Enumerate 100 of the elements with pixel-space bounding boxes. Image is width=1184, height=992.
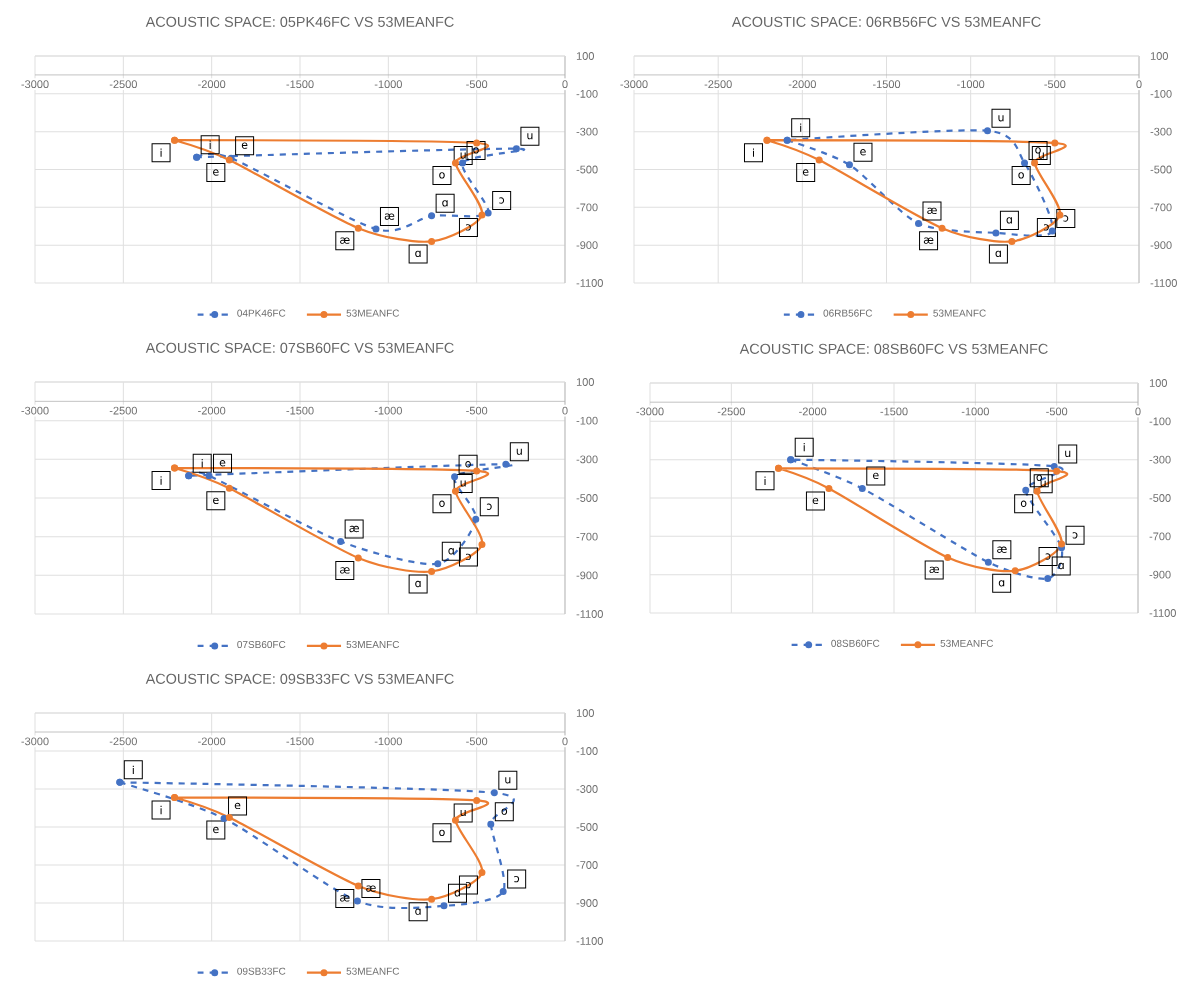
annotation: æ bbox=[340, 237, 350, 244]
y-tick-label: -500 bbox=[576, 165, 598, 174]
legend-label: 04PK46FC bbox=[237, 309, 286, 317]
annotation: e bbox=[802, 169, 809, 176]
annotation: u bbox=[460, 152, 466, 159]
annotation: u bbox=[516, 448, 522, 455]
annotation: o bbox=[1036, 474, 1043, 481]
chart-title: ACOUSTIC SPACE: 06RB56FC VS 53MEANFC bbox=[731, 16, 1041, 27]
x-tick-label: 0 bbox=[1136, 80, 1142, 89]
annotation: o bbox=[439, 500, 445, 507]
y-tick-label: -1100 bbox=[576, 937, 603, 945]
x-tick-label: 0 bbox=[562, 406, 568, 415]
y-tick-label: -700 bbox=[1150, 203, 1172, 212]
y-tick-label: -500 bbox=[1149, 494, 1171, 502]
legend-label: 53MEANFC bbox=[933, 309, 986, 317]
x-tick-label: -2000 bbox=[799, 407, 827, 416]
y-tick-label: -500 bbox=[576, 823, 598, 831]
x-tick-label: -1000 bbox=[961, 407, 989, 416]
x-tick-label: -2000 bbox=[198, 737, 226, 746]
annotation: i bbox=[132, 765, 134, 775]
y-tick-label: -700 bbox=[576, 861, 598, 869]
annotation: i bbox=[160, 148, 162, 157]
y-tick-label: -900 bbox=[576, 241, 598, 250]
annotation: æ bbox=[923, 237, 934, 244]
x-tick-label: -1000 bbox=[374, 406, 402, 415]
x-tick-label: -3000 bbox=[21, 80, 49, 89]
annotation: ɔ bbox=[1063, 215, 1069, 222]
x-tick-label: -500 bbox=[466, 80, 488, 89]
y-tick-label: -700 bbox=[576, 532, 598, 541]
annotation: i bbox=[752, 148, 754, 157]
annotation: o bbox=[1035, 147, 1041, 154]
chart-title: ACOUSTIC SPACE: 05PK46FC VS 53MEANFC bbox=[145, 16, 454, 27]
x-tick-label: -1500 bbox=[286, 737, 314, 746]
x-tick-label: -1000 bbox=[374, 737, 402, 746]
y-tick-label: -900 bbox=[1149, 570, 1171, 579]
y-tick-label: -300 bbox=[576, 127, 598, 136]
x-tick-label: -1000 bbox=[957, 80, 985, 89]
annotation: ɑ bbox=[415, 908, 421, 915]
y-tick-label: 100 bbox=[1149, 379, 1167, 387]
annotation: æ bbox=[349, 525, 359, 533]
annotation: ɑ bbox=[415, 580, 421, 588]
y-tick-label: -100 bbox=[576, 747, 598, 755]
x-tick-label: -1500 bbox=[880, 407, 908, 416]
legend-label: 53MEANFC bbox=[346, 309, 400, 317]
y-tick-label: -1100 bbox=[576, 279, 603, 287]
x-tick-label: 0 bbox=[562, 737, 568, 746]
annotation: e bbox=[213, 169, 219, 176]
y-tick-label: -300 bbox=[576, 455, 598, 464]
annotation: ɔ bbox=[466, 224, 471, 231]
x-tick-label: -1500 bbox=[286, 80, 314, 89]
annotation: u bbox=[460, 809, 466, 817]
x-tick-label: -1000 bbox=[374, 80, 402, 89]
annotation: ɑ bbox=[1006, 217, 1012, 224]
annotation: æ bbox=[927, 207, 937, 215]
legend-label: 07SB60FC bbox=[237, 640, 286, 649]
x-tick-label: -3000 bbox=[620, 80, 648, 89]
annotation: æ bbox=[384, 213, 395, 220]
x-tick-label: -1500 bbox=[872, 80, 901, 89]
annotation: æ bbox=[340, 567, 350, 574]
annotation: æ bbox=[929, 566, 940, 574]
annotation: ɔ bbox=[514, 875, 520, 883]
annotation: ɑ bbox=[442, 200, 448, 207]
y-tick-label: -100 bbox=[576, 89, 598, 98]
legend-label: 09SB33FC bbox=[237, 967, 286, 975]
annotation: o bbox=[465, 461, 471, 468]
annotation: ɑ bbox=[995, 250, 1001, 258]
y-tick-label: -300 bbox=[1149, 455, 1171, 464]
annotation: ɔ bbox=[499, 197, 505, 204]
annotation: ɔ bbox=[1044, 224, 1049, 231]
x-tick-label: -500 bbox=[1046, 407, 1068, 416]
annotation: e bbox=[219, 460, 226, 467]
y-tick-label: -300 bbox=[576, 785, 598, 793]
y-tick-label: -300 bbox=[1150, 127, 1172, 136]
chart-title: ACOUSTIC SPACE: 08SB60FC VS 53MEANFC bbox=[739, 343, 1048, 354]
x-tick-label: -2500 bbox=[717, 407, 745, 416]
annotation: o bbox=[439, 829, 445, 837]
y-tick-label: -700 bbox=[576, 203, 598, 212]
y-tick-label: -900 bbox=[1150, 241, 1172, 250]
annotation: ɑ bbox=[448, 548, 454, 555]
annotation: e bbox=[234, 802, 241, 810]
annotation: o bbox=[501, 808, 508, 815]
x-tick-label: 0 bbox=[1135, 407, 1141, 416]
x-tick-label: -500 bbox=[466, 737, 488, 746]
y-tick-label: -500 bbox=[1150, 165, 1172, 174]
annotation: ɑ bbox=[415, 250, 421, 258]
annotation: i bbox=[800, 123, 802, 132]
x-tick-label: -500 bbox=[1044, 80, 1066, 89]
y-tick-label: -700 bbox=[1149, 532, 1171, 541]
annotation: o bbox=[1018, 172, 1024, 179]
annotation: æ bbox=[340, 895, 350, 902]
legend-label: 53MEANFC bbox=[346, 967, 400, 975]
annotation: o bbox=[439, 172, 445, 179]
annotation: u bbox=[1038, 152, 1044, 159]
y-tick-label: 100 bbox=[576, 52, 594, 60]
x-tick-label: -2000 bbox=[198, 406, 226, 415]
annotation: e bbox=[213, 826, 219, 834]
x-tick-label: -1500 bbox=[286, 406, 314, 415]
annotation: ɑ bbox=[998, 580, 1005, 587]
annotation: e bbox=[241, 142, 248, 149]
annotation: i bbox=[160, 476, 162, 485]
